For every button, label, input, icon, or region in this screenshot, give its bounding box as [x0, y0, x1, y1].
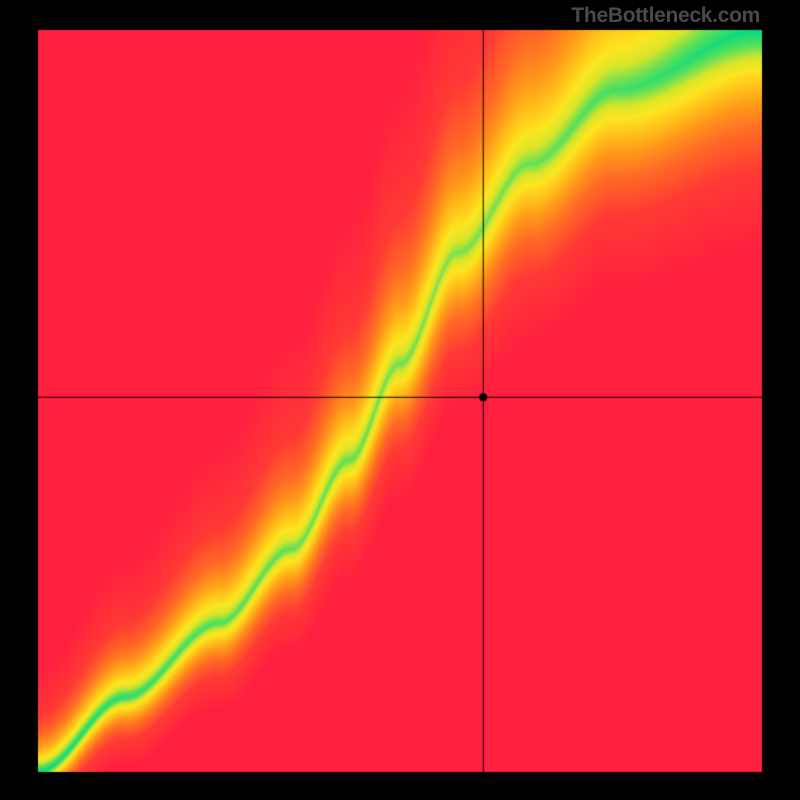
bottleneck-chart: TheBottleneck.com — [0, 0, 800, 800]
watermark-text: TheBottleneck.com — [571, 4, 760, 28]
heatmap-canvas — [0, 0, 800, 800]
